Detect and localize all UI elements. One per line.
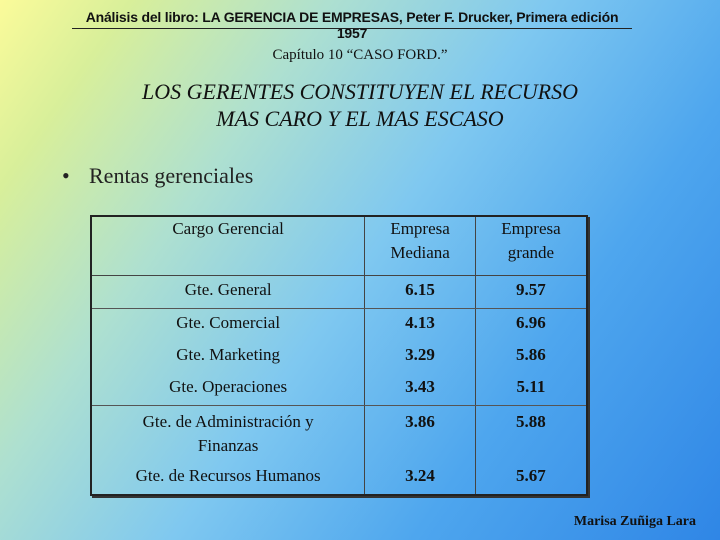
table-row: Gte. Marketing 3.29 5.86 bbox=[91, 341, 587, 373]
grande-cell: 5.67 bbox=[474, 462, 587, 495]
slide-title-line-1: LOS GERENTES CONSTITUYEN EL RECURSO bbox=[142, 79, 578, 104]
header-grande-line-2: grande bbox=[507, 243, 555, 262]
mediana-cell: 3.24 bbox=[364, 462, 476, 495]
table-header-row: Cargo Gerencial Empresa Mediana Empresa … bbox=[91, 216, 587, 276]
cargo-cell: Gte. Comercial bbox=[176, 313, 281, 332]
mediana-cell: 4.13 bbox=[364, 308, 476, 341]
table-row: Gte. General 6.15 9.57 bbox=[91, 275, 587, 309]
grande-cell: 5.88 bbox=[474, 405, 587, 462]
mediana-cell: 3.29 bbox=[364, 341, 476, 373]
mediana-cell: 3.86 bbox=[364, 405, 476, 462]
salary-table: Cargo Gerencial Empresa Mediana Empresa … bbox=[90, 215, 588, 496]
cargo-cell-line-2: Finanzas bbox=[197, 436, 259, 455]
header-grande: Empresa grande bbox=[474, 216, 587, 276]
cargo-cell: Gte. de Administración y Finanzas bbox=[91, 406, 365, 463]
slide-title-line-2: MAS CARO Y EL MAS ESCASO bbox=[216, 106, 504, 131]
cargo-cell-line-1: Gte. de Administración y bbox=[142, 412, 314, 431]
chapter-label: Capítulo 10 “CASO FORD.” bbox=[272, 47, 448, 63]
grande-cell: 5.86 bbox=[474, 341, 587, 373]
bullet-marker: • bbox=[62, 163, 70, 188]
bullet-text: Rentas gerenciales bbox=[89, 163, 254, 188]
grande-cell: 5.11 bbox=[474, 373, 587, 406]
cargo-cell: Gte. de Recursos Humanos bbox=[135, 466, 321, 485]
cargo-cell: Gte. General bbox=[91, 275, 365, 309]
table-row: Gte. de Administración y Finanzas 3.86 5… bbox=[91, 405, 587, 463]
slide-title: LOS GERENTES CONSTITUYEN EL RECURSO MAS … bbox=[60, 78, 660, 132]
mediana-cell: 6.15 bbox=[364, 275, 476, 309]
cargo-cell: Gte. Operaciones bbox=[91, 373, 365, 406]
mediana-cell: 3.43 bbox=[364, 373, 476, 406]
author-credit: Marisa Zuñiga Lara bbox=[573, 514, 696, 529]
table-row: Gte. Operaciones 3.43 5.11 bbox=[91, 373, 587, 406]
source-header: Análisis del libro: LA GERENCIA DE EMPRE… bbox=[85, 9, 619, 41]
table-row: Gte. Comercial 4.13 6.96 bbox=[91, 308, 587, 341]
header-cargo: Cargo Gerencial bbox=[91, 216, 365, 276]
header-mediana-line-2: Mediana bbox=[390, 243, 450, 262]
header-mediana-line-1: Empresa bbox=[390, 219, 450, 238]
grande-cell: 6.96 bbox=[474, 308, 587, 341]
header-divider bbox=[72, 28, 632, 29]
grande-cell: 9.57 bbox=[474, 275, 587, 309]
header-grande-line-1: Empresa bbox=[501, 219, 561, 238]
header-mediana: Empresa Mediana bbox=[364, 216, 476, 276]
table-row: Gte. de Recursos Humanos 3.24 5.67 bbox=[91, 462, 587, 495]
cargo-cell: Gte. Marketing bbox=[176, 345, 281, 364]
